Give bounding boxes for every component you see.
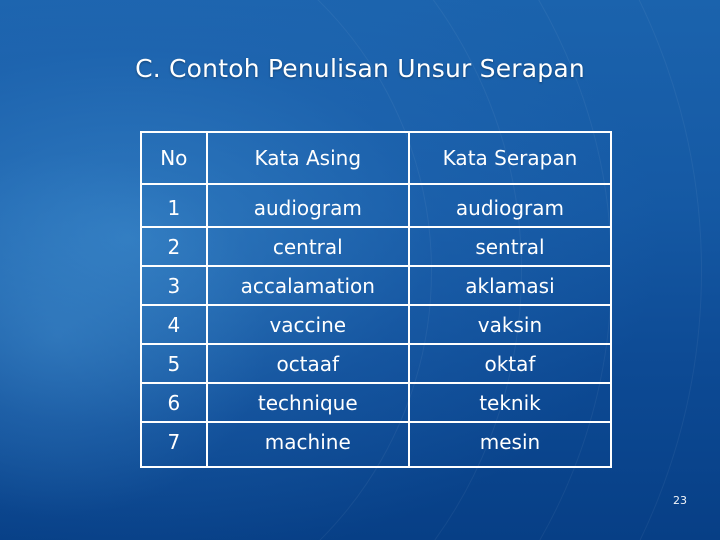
serapan-table: No Kata Asing Kata Serapan 1 audiogram a…	[140, 131, 613, 468]
cell-kata-asing: octaaf	[205, 343, 410, 384]
table-row: 3 accalamation aklamasi	[140, 265, 613, 306]
cell-no: 3	[140, 265, 208, 306]
cell-kata-serapan: aklamasi	[407, 265, 613, 306]
cell-no: 4	[140, 304, 208, 345]
table-header: No Kata Asing Kata Serapan	[140, 131, 613, 185]
table-row: 2 central sentral	[140, 226, 613, 267]
cell-kata-asing: central	[205, 226, 410, 267]
cell-kata-serapan: mesin	[407, 421, 613, 468]
cell-no: 1	[140, 183, 208, 228]
column-header-kata-serapan: Kata Serapan	[407, 131, 613, 185]
cell-kata-serapan: vaksin	[407, 304, 613, 345]
cell-no: 2	[140, 226, 208, 267]
cell-kata-asing: accalamation	[205, 265, 410, 306]
page-number: 23	[673, 494, 687, 507]
cell-kata-asing: vaccine	[205, 304, 410, 345]
column-header-kata-asing: Kata Asing	[205, 131, 410, 185]
table-row: 4 vaccine vaksin	[140, 304, 613, 345]
cell-no: 5	[140, 343, 208, 384]
table-body: 1 audiogram audiogram 2 central sentral …	[140, 183, 613, 468]
table-row: 5 octaaf oktaf	[140, 343, 613, 384]
table-header-row: No Kata Asing Kata Serapan	[140, 131, 613, 185]
slide-title: C. Contoh Penulisan Unsur Serapan	[135, 54, 585, 83]
cell-kata-asing: audiogram	[205, 183, 410, 228]
cell-kata-serapan: teknik	[407, 382, 613, 423]
table-row: 7 machine mesin	[140, 421, 613, 468]
cell-kata-asing: machine	[205, 421, 410, 468]
cell-kata-asing: technique	[205, 382, 410, 423]
cell-kata-serapan: audiogram	[407, 183, 613, 228]
cell-no: 7	[140, 421, 208, 468]
table-row: 1 audiogram audiogram	[140, 183, 613, 228]
table-container: No Kata Asing Kata Serapan 1 audiogram a…	[140, 131, 613, 468]
table-row: 6 technique teknik	[140, 382, 613, 423]
cell-kata-serapan: oktaf	[407, 343, 613, 384]
column-header-no: No	[140, 131, 208, 185]
cell-kata-serapan: sentral	[407, 226, 613, 267]
cell-no: 6	[140, 382, 208, 423]
